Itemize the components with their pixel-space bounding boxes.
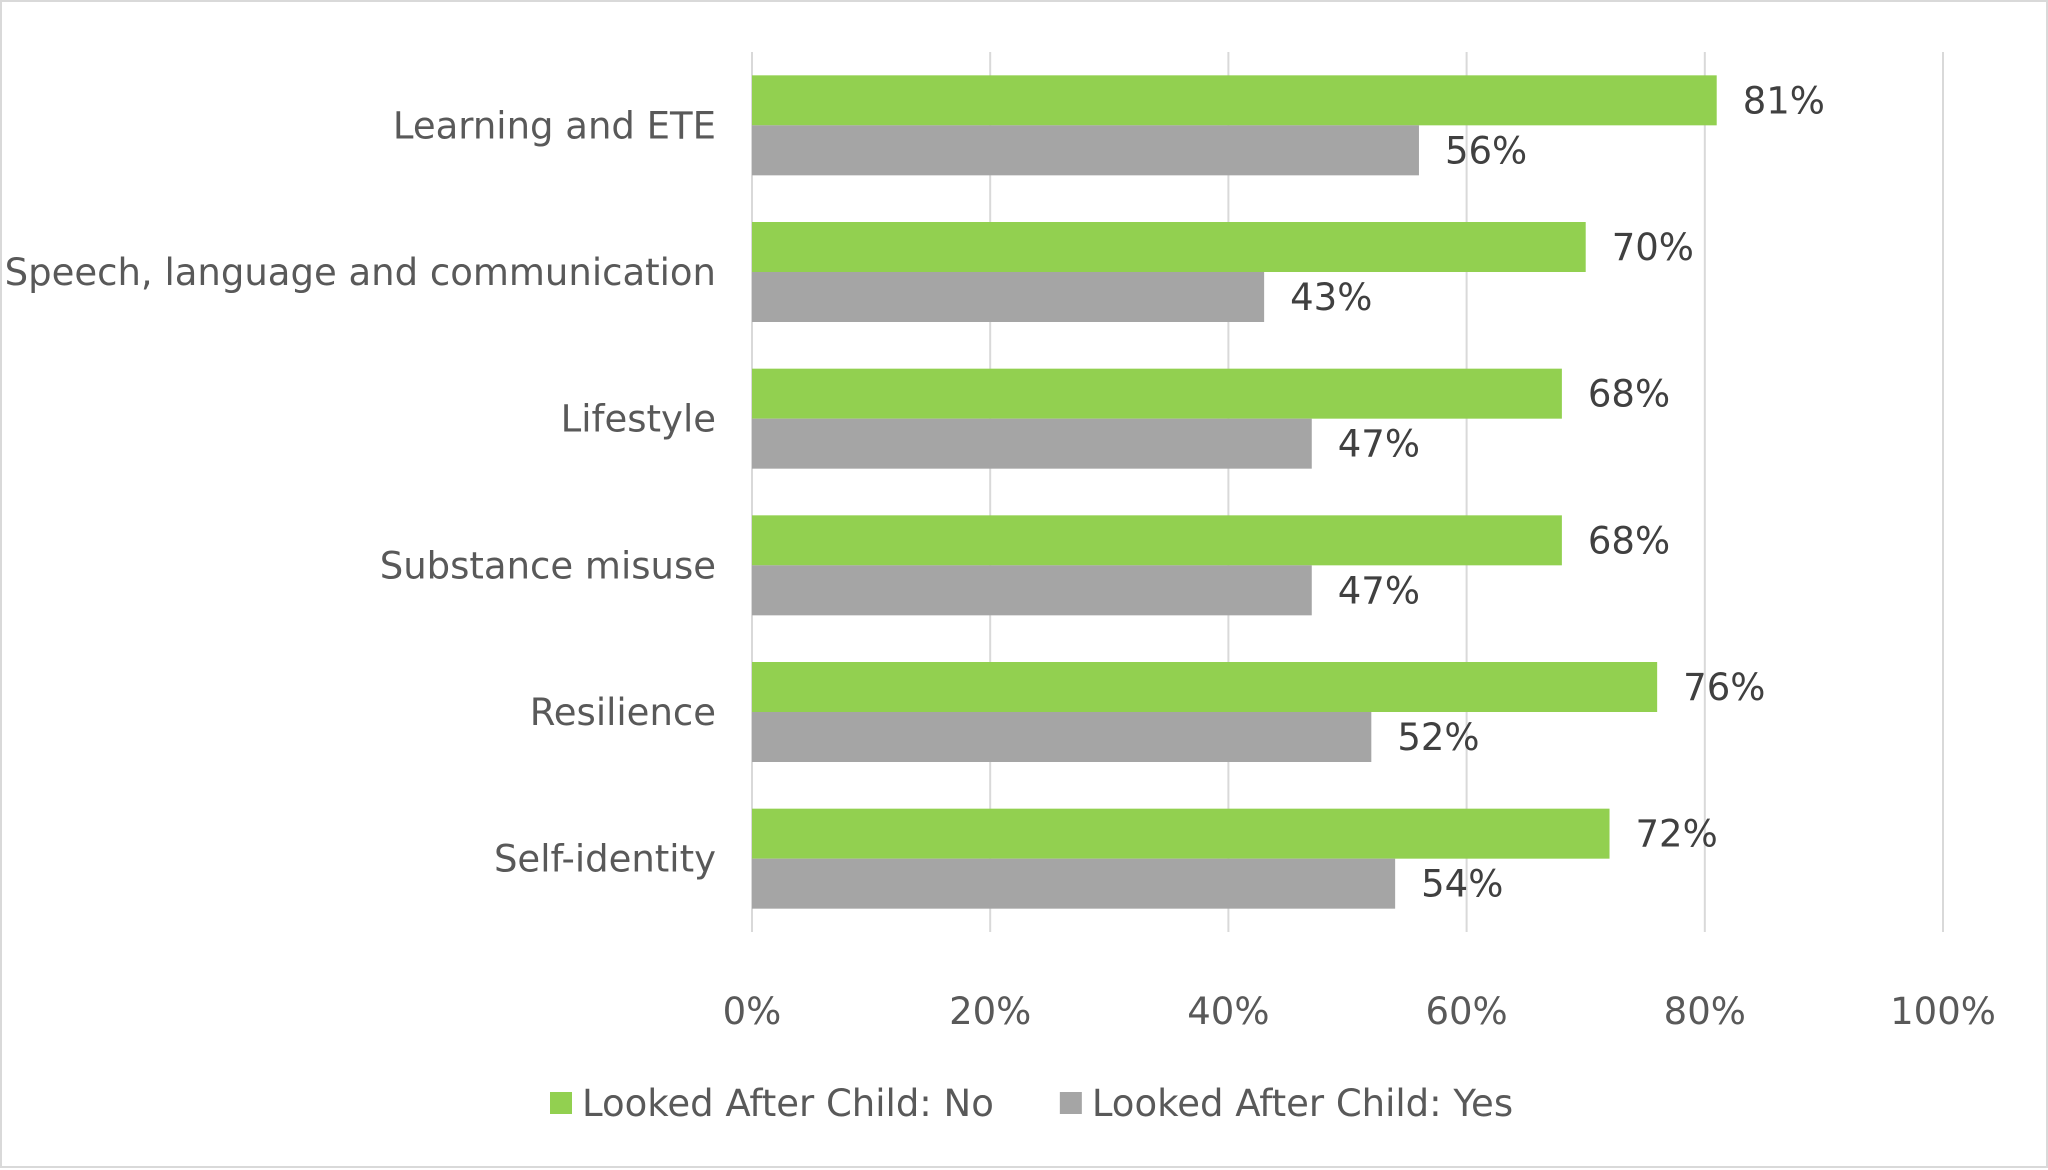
legend-label: Looked After Child: Yes — [1092, 1082, 1513, 1125]
bar — [752, 125, 1419, 176]
data-label: 81% — [1743, 79, 1825, 122]
legend-swatch — [550, 1092, 572, 1114]
bar — [752, 858, 1396, 909]
bar — [752, 662, 1658, 712]
data-label: 70% — [1612, 226, 1694, 269]
data-label: 43% — [1290, 276, 1372, 319]
bar — [752, 808, 1610, 859]
x-tick-label: 100% — [1890, 990, 1996, 1033]
category-label: Substance misuse — [380, 544, 716, 587]
data-label: 76% — [1683, 666, 1765, 709]
bar — [752, 272, 1265, 322]
data-label: 47% — [1338, 569, 1420, 612]
data-label: 54% — [1421, 863, 1503, 906]
x-tick-label: 40% — [1187, 990, 1269, 1033]
bar — [752, 368, 1562, 419]
data-label: 68% — [1588, 519, 1670, 562]
legend-swatch — [1059, 1092, 1082, 1114]
bar — [752, 418, 1312, 469]
data-label: 52% — [1397, 716, 1479, 759]
category-label: Self-identity — [494, 838, 716, 881]
category-label: Lifestyle — [561, 398, 716, 441]
x-tick-label: 20% — [949, 990, 1031, 1033]
x-tick-label: 0% — [723, 990, 782, 1033]
data-label: 56% — [1445, 129, 1527, 172]
bar — [752, 712, 1372, 762]
category-label: Resilience — [530, 691, 716, 734]
data-label: 68% — [1588, 373, 1670, 416]
bar — [752, 515, 1562, 566]
category-label: Learning and ETE — [393, 104, 716, 147]
data-label: 47% — [1338, 423, 1420, 466]
x-tick-label: 60% — [1425, 990, 1507, 1033]
legend-label: Looked After Child: No — [582, 1082, 994, 1125]
data-label: 72% — [1636, 813, 1718, 856]
bar — [752, 222, 1586, 272]
category-label: Speech, language and communication — [5, 251, 716, 294]
bar — [752, 75, 1717, 126]
bar — [752, 565, 1312, 616]
x-tick-label: 80% — [1664, 990, 1746, 1033]
